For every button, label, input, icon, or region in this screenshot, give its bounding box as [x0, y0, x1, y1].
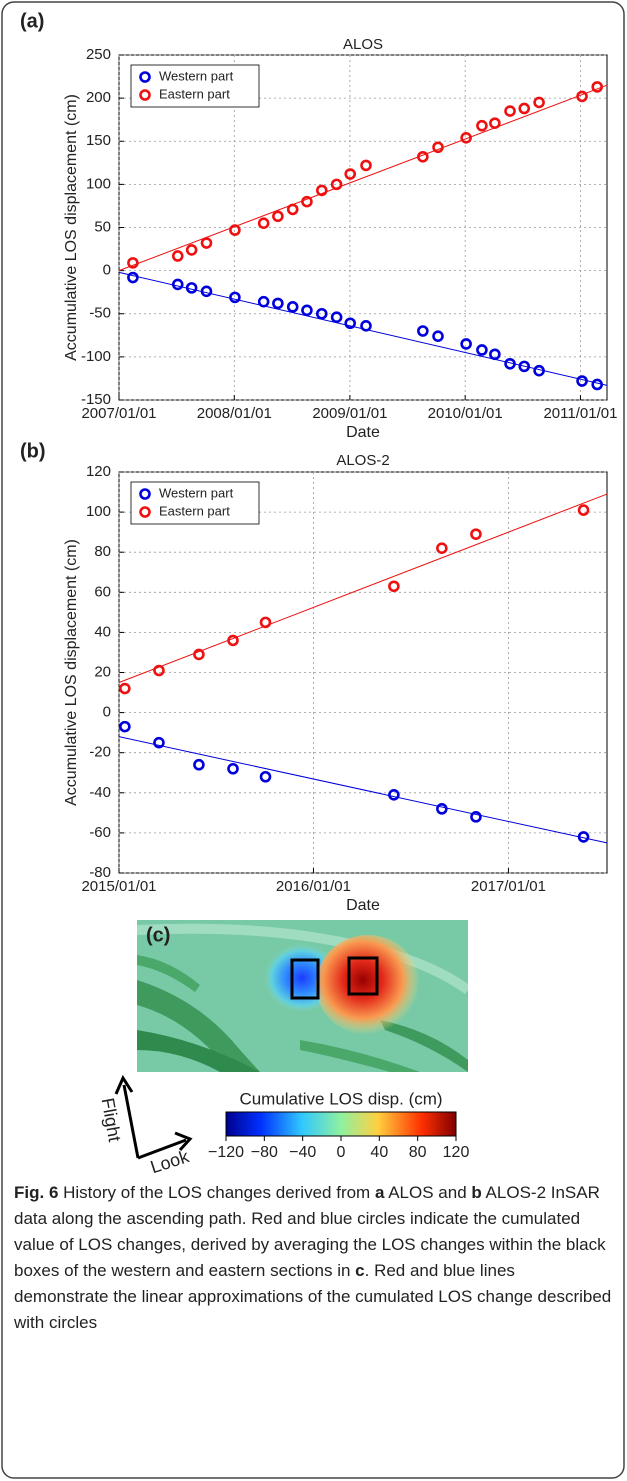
legend-label: Western part [159, 485, 234, 500]
x-axis-label: Date [346, 897, 380, 914]
y-tick-label: 0 [103, 704, 111, 721]
page: {"chart_data":[ {"type":"scatter","panel… [0, 0, 627, 1481]
y-tick-label: -100 [81, 348, 111, 365]
panel-label: (b) [20, 440, 46, 462]
caption-ref: a [375, 1183, 384, 1202]
y-tick-label: 40 [94, 623, 111, 640]
y-tick-label: 50 [94, 218, 111, 235]
y-tick-label: 20 [94, 663, 111, 680]
x-tick-label: 2007/01/01 [81, 405, 156, 422]
chart-title: ALOS [343, 36, 383, 53]
chart-title: ALOS-2 [336, 452, 389, 469]
panel-label: (c) [146, 924, 170, 946]
caption-text: History of the LOS changes derived from [58, 1183, 375, 1202]
y-tick-label: 100 [86, 175, 111, 192]
caption-ref: b [471, 1183, 481, 1202]
y-tick-label: -20 [89, 744, 111, 761]
y-axis-label: Accumulative LOS displacement (cm) [63, 94, 80, 361]
y-tick-label: -50 [89, 305, 111, 322]
colorbar-tick-label: −80 [251, 1144, 278, 1161]
colorbar-tick-label: 120 [443, 1144, 470, 1161]
y-tick-label: -60 [89, 824, 111, 841]
caption-label: Fig. 6 [14, 1183, 58, 1202]
caption-ref: c [355, 1261, 364, 1280]
caption: Fig. 6 History of the LOS changes derive… [14, 1180, 612, 1336]
map-image [137, 920, 468, 1072]
direction-arrows [116, 1078, 190, 1158]
legend-label: Western part [159, 68, 234, 83]
legend-label: Eastern part [159, 503, 230, 518]
y-tick-label: 200 [86, 89, 111, 106]
y-tick-label: 60 [94, 583, 111, 600]
colorbar [226, 1112, 456, 1136]
colorbar-tick-label: −120 [208, 1144, 244, 1161]
caption-text: ALOS and [384, 1183, 471, 1202]
x-tick-label: 2016/01/01 [276, 878, 351, 895]
y-axis-label: Accumulative LOS displacement (cm) [63, 539, 80, 806]
panel-label: (a) [20, 10, 44, 32]
colorbar-tick-label: 0 [337, 1144, 346, 1161]
colorbar-tick-label: 40 [370, 1144, 388, 1161]
y-tick-label: 150 [86, 132, 111, 149]
colorbar-tick-label: −40 [289, 1144, 316, 1161]
y-tick-label: 250 [86, 46, 111, 63]
colorbar-title: Cumulative LOS disp. (cm) [239, 1089, 442, 1108]
y-tick-label: 0 [103, 262, 111, 279]
plot-area [119, 472, 607, 873]
x-tick-label: 2015/01/01 [81, 878, 156, 895]
x-tick-label: 2008/01/01 [197, 405, 272, 422]
flight-label: Flight [98, 1096, 125, 1143]
y-tick-label: -40 [89, 784, 111, 801]
colorbar-tick-label: 80 [409, 1144, 427, 1161]
x-tick-label: 2011/01/01 [543, 405, 617, 422]
y-tick-label: 100 [86, 503, 111, 520]
x-tick-label: 2017/01/01 [471, 878, 546, 895]
y-tick-label: 120 [86, 463, 111, 480]
x-axis-label: Date [346, 424, 380, 441]
y-tick-label: 80 [94, 543, 111, 560]
x-tick-label: 2009/01/01 [312, 405, 387, 422]
x-tick-label: 2010/01/01 [428, 405, 503, 422]
legend-label: Eastern part [159, 86, 230, 101]
